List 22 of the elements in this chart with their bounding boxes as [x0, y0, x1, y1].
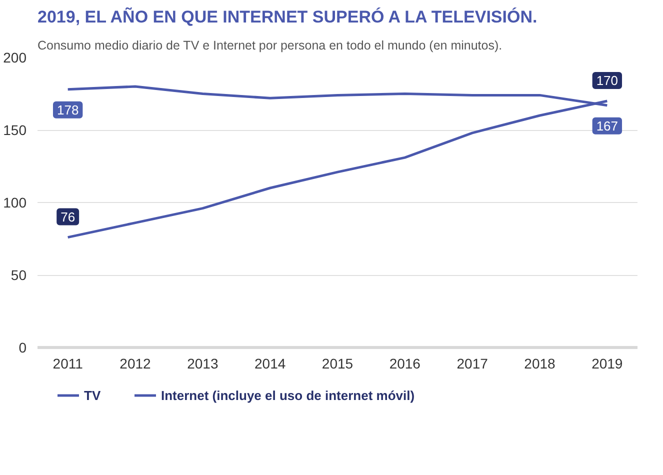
- x-tick-label: 2019: [592, 356, 623, 372]
- x-tick-label: 2015: [322, 356, 354, 372]
- x-tick-label: 2014: [254, 356, 286, 372]
- y-tick-label: 100: [3, 194, 27, 210]
- y-tick-label: 50: [10, 267, 27, 283]
- data-label: 170: [596, 73, 618, 88]
- y-tick-label: 200: [3, 50, 27, 66]
- legend-label: Internet (incluye el uso de internet móvil): [161, 388, 415, 402]
- data-label: 167: [596, 118, 618, 134]
- chart-subtitle: Consumo medio diario de TV e Internet por persona en todo el mundo (en minutos).: [38, 38, 502, 52]
- data-label: 76: [60, 209, 76, 224]
- data-label: 178: [56, 102, 79, 118]
- chart-title: 2019, EL AÑO EN QUE INTERNET SUPERÓ A LA TELEVISIÓN.: [38, 6, 538, 26]
- x-tick-label: 2012: [120, 356, 152, 372]
- x-tick-label: 2011: [52, 356, 84, 372]
- x-tick-label: 2018: [524, 356, 556, 372]
- y-tick-label: 0: [18, 340, 27, 356]
- legend-label: TV: [84, 388, 102, 402]
- x-tick-label: 2016: [389, 356, 421, 372]
- x-tick-label: 2013: [187, 356, 218, 372]
- x-tick-label: 2017: [456, 356, 488, 372]
- y-tick-label: 150: [3, 122, 27, 138]
